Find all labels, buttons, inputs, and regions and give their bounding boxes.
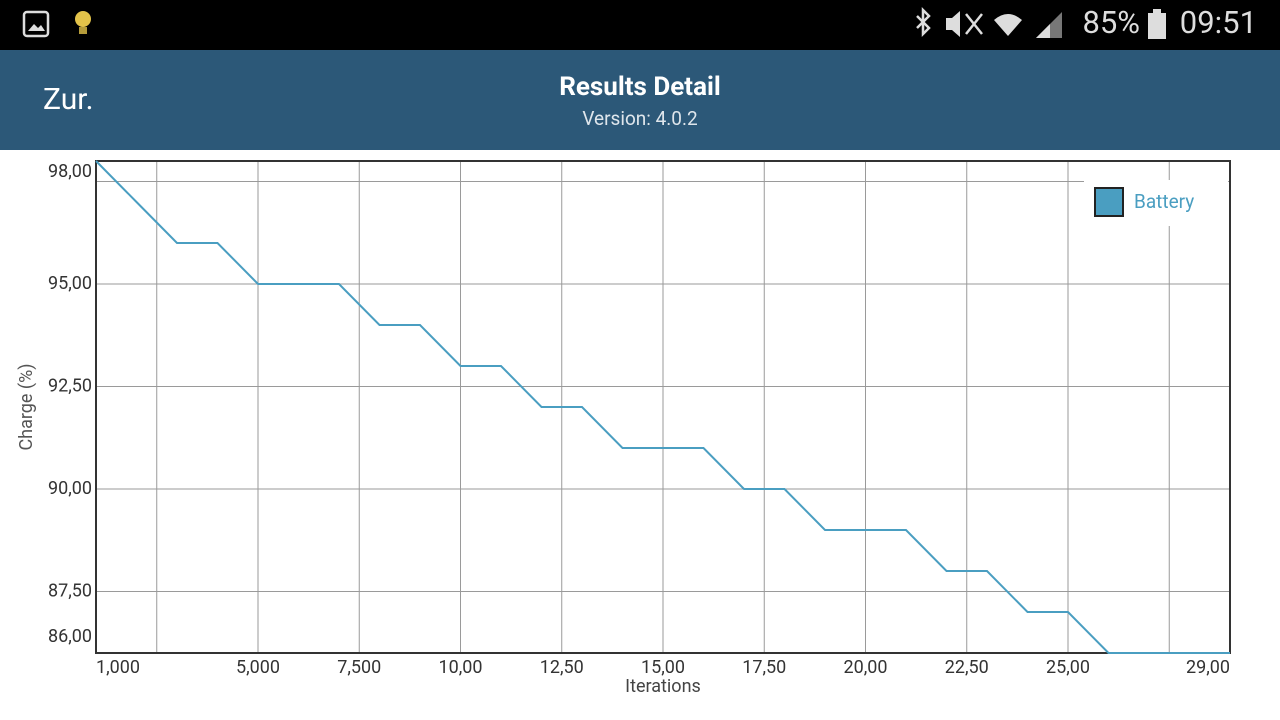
y-tick-label: 95,00 (48, 273, 92, 294)
y-tick-label: 90,00 (48, 478, 92, 499)
plot-frame (95, 160, 1231, 654)
battery-text: 85% (1082, 4, 1140, 41)
y-tick-label: 86,00 (48, 626, 92, 647)
header-title: Results Detail (559, 72, 721, 102)
y-tick-label: 98,00 (48, 161, 92, 182)
x-tick-label: 15,00 (641, 657, 685, 678)
x-tick-label: 20,00 (843, 657, 887, 678)
x-tick-label: 10,00 (438, 657, 482, 678)
x-tick-label: 29,00 (1186, 657, 1230, 678)
header-bar (0, 50, 1280, 150)
legend: Battery (1084, 180, 1228, 226)
status-icons (22, 6, 1166, 39)
x-tick-label: 17,50 (742, 657, 786, 678)
data-line (95, 160, 1230, 654)
status-bar (0, 0, 1280, 50)
x-tick-label: 22,50 (945, 657, 989, 678)
legend-label: Battery (1134, 190, 1194, 213)
y-axis-title: Charge (%) (16, 363, 37, 450)
x-tick-label: 5,000 (236, 657, 280, 678)
chart: 1,000 5,000 7,500 10,00 12,50 15,00 17,50 20,00… (16, 160, 1231, 697)
legend-swatch (1094, 187, 1124, 217)
x-tick-label: 1,000 (96, 657, 140, 678)
y-tick-label: 87,50 (48, 580, 92, 601)
clock: 09:51 (1180, 4, 1257, 41)
x-tick-label: 7,500 (337, 657, 381, 678)
x-axis-title: Iterations (625, 676, 701, 697)
header-subtitle: Version: 4.0.2 (582, 107, 697, 130)
y-tick-label: 92,50 (48, 375, 92, 396)
x-tick-label: 12,50 (540, 657, 584, 678)
x-tick-label: 25,00 (1046, 657, 1090, 678)
back-button[interactable]: Zur. (43, 82, 94, 117)
